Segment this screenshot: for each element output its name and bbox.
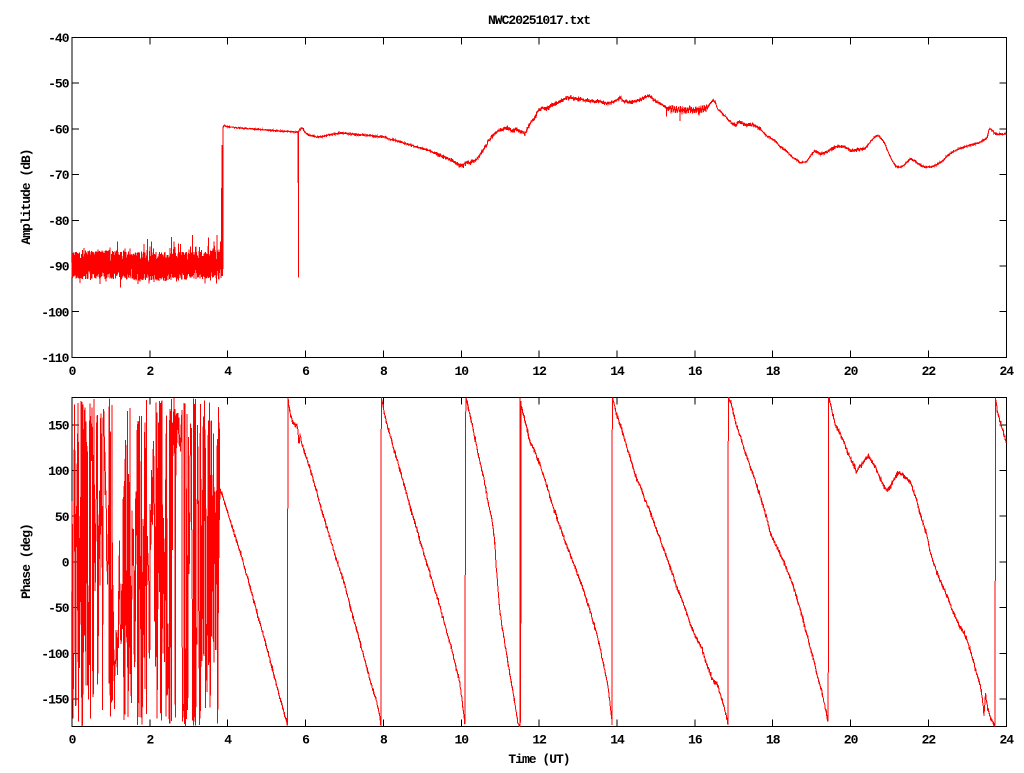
svg-text:16: 16	[688, 364, 703, 379]
svg-text:22: 22	[922, 364, 937, 379]
svg-text:NWC20251017.txt: NWC20251017.txt	[488, 13, 590, 28]
svg-text:12: 12	[532, 364, 547, 379]
svg-text:20: 20	[844, 364, 859, 379]
svg-text:0: 0	[62, 556, 70, 571]
svg-text:18: 18	[766, 733, 781, 748]
svg-text:10: 10	[454, 364, 469, 379]
svg-text:Phase (deg): Phase (deg)	[19, 524, 34, 599]
svg-text:100: 100	[48, 464, 70, 479]
svg-text:0: 0	[69, 364, 77, 379]
svg-text:-150: -150	[41, 693, 69, 708]
svg-text:14: 14	[610, 733, 625, 748]
svg-text:50: 50	[55, 510, 70, 525]
svg-text:20: 20	[844, 733, 859, 748]
svg-text:-50: -50	[48, 601, 70, 616]
svg-text:-70: -70	[48, 168, 70, 183]
svg-text:16: 16	[688, 733, 703, 748]
svg-text:4: 4	[224, 733, 232, 748]
svg-text:4: 4	[224, 364, 232, 379]
svg-text:-90: -90	[48, 260, 70, 275]
svg-text:10: 10	[454, 733, 469, 748]
svg-text:6: 6	[302, 733, 310, 748]
svg-text:150: 150	[48, 418, 70, 433]
svg-text:18: 18	[766, 364, 781, 379]
svg-text:-50: -50	[48, 77, 70, 92]
svg-text:24: 24	[999, 364, 1014, 379]
svg-text:-40: -40	[48, 31, 70, 46]
svg-text:Time (UT): Time (UT)	[508, 752, 569, 767]
svg-text:24: 24	[999, 733, 1014, 748]
svg-text:-110: -110	[41, 351, 69, 366]
svg-text:12: 12	[532, 733, 547, 748]
svg-text:22: 22	[922, 733, 937, 748]
svg-text:8: 8	[380, 733, 388, 748]
svg-text:2: 2	[146, 364, 154, 379]
svg-text:6: 6	[302, 364, 310, 379]
svg-text:-100: -100	[41, 647, 69, 662]
svg-text:0: 0	[69, 733, 77, 748]
svg-text:8: 8	[380, 364, 388, 379]
svg-text:-100: -100	[41, 305, 69, 320]
svg-text:14: 14	[610, 364, 625, 379]
svg-text:-60: -60	[48, 122, 70, 137]
svg-text:2: 2	[146, 733, 154, 748]
svg-text:Amplitude (dB): Amplitude (dB)	[19, 149, 34, 244]
svg-text:-80: -80	[48, 214, 70, 229]
